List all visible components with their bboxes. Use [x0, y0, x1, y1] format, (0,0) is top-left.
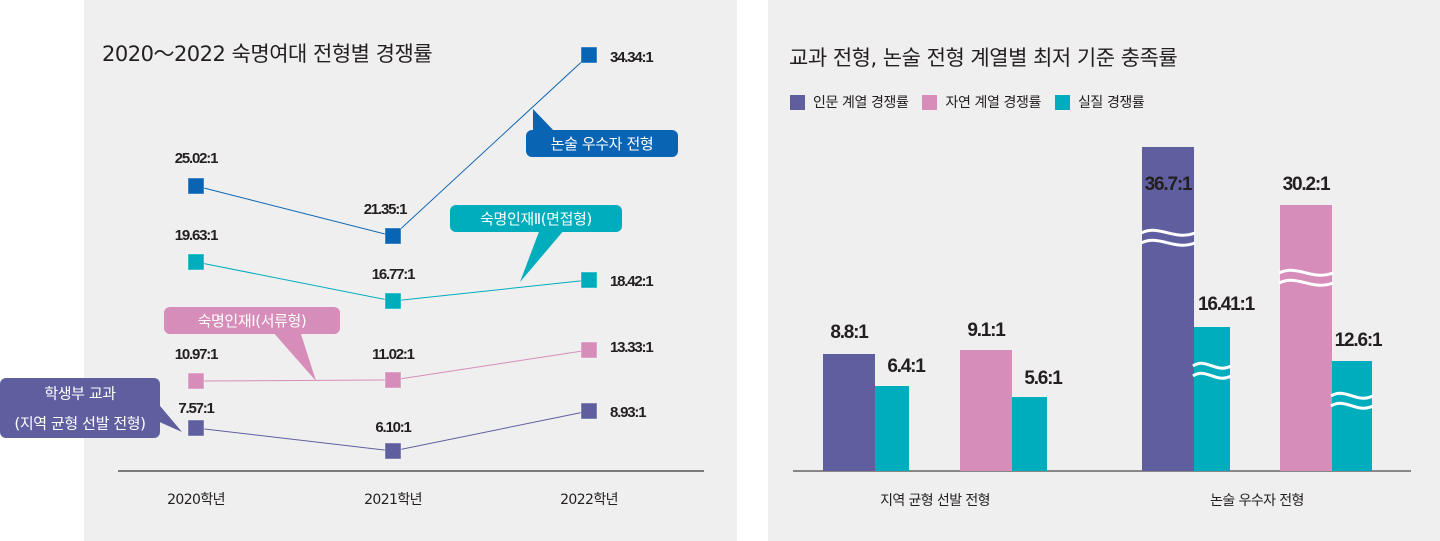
axis-break-mark: [1140, 228, 1196, 237]
callout-box: [450, 205, 622, 232]
legend-swatch-science: [922, 94, 938, 110]
axis-break-mark: [1192, 361, 1232, 370]
bar-value-label: 36.7:1: [1145, 174, 1193, 195]
bar: [875, 386, 909, 471]
data-point-marker: [384, 292, 402, 310]
axis-break-mark: [1278, 278, 1334, 287]
axis-break-mark: [1330, 391, 1374, 400]
bar-value-label: 8.8:1: [830, 322, 869, 343]
data-label: 16.77:1: [372, 266, 415, 283]
data-label: 13.33:1: [610, 339, 653, 356]
bar-value-label: 16.41:1: [1198, 294, 1256, 315]
bar-value-label: 30.2:1: [1283, 174, 1331, 195]
data-label: 18.42:1: [610, 273, 653, 290]
data-point-marker: [187, 372, 205, 390]
x-tick-label: 2020학년: [167, 492, 225, 508]
callout-box: [164, 307, 340, 334]
callout-text: 숙명인재Ⅰ(서류형): [198, 312, 307, 330]
legend-item-science: 자연 계열 경쟁률: [922, 92, 1041, 112]
data-label: 19.63:1: [175, 227, 218, 244]
axis-break-mark: [1278, 268, 1334, 277]
left-chart-panel: [84, 0, 737, 541]
legend-item-humanities: 인문 계열 경쟁률: [790, 92, 909, 112]
data-label: 11.02:1: [372, 346, 415, 363]
data-point-marker: [384, 227, 402, 245]
bar: [1012, 397, 1047, 471]
data-point-marker: [384, 442, 402, 460]
bar: [1332, 361, 1372, 471]
callout-text: 학생부 교과: [44, 385, 116, 403]
bar: [1194, 327, 1230, 471]
line-chart-title: 2020～2022 숙명여대 전형별 경쟁률: [102, 42, 433, 66]
callout-nonsul: 논술 우수자 전형: [526, 109, 678, 157]
bar-value-label: 12.6:1: [1335, 330, 1383, 351]
legend-label-actual: 실질 경쟁률: [1077, 95, 1145, 111]
data-point-marker: [580, 271, 598, 289]
bar: [823, 354, 875, 471]
data-point-marker: [187, 177, 205, 195]
data-point-marker: [580, 46, 598, 64]
bar-chart-title: 교과 전형, 논술 전형 계열별 최저 기준 충족률: [789, 46, 1178, 70]
data-label: 7.57:1: [178, 400, 214, 417]
callout-pointer: [520, 229, 565, 282]
x-tick-label: 2021학년: [364, 492, 422, 508]
data-point-marker: [580, 341, 598, 359]
data-label: 34.34:1: [610, 49, 653, 66]
bar: [1280, 205, 1332, 471]
callout-myeonjeop: 숙명인재Ⅱ(면접형): [450, 205, 622, 282]
legend-swatch-humanities: [790, 94, 805, 110]
x-category-label: 지역 균형 선발 전형: [880, 493, 990, 509]
bar-value-label: 6.4:1: [887, 356, 926, 377]
bar: [960, 350, 1012, 471]
callout-pointer: [533, 109, 555, 132]
axis-break-mark: [1330, 401, 1374, 410]
callout-box: [0, 378, 160, 438]
data-point-marker: [580, 402, 598, 420]
data-point-marker: [187, 253, 205, 271]
x-category-label: 논술 우수자 전형: [1210, 493, 1304, 509]
legend-item-actual: 실질 경쟁률: [1054, 92, 1145, 112]
callout-text: 논술 우수자 전형: [551, 135, 654, 153]
callout-pointer: [155, 400, 182, 432]
data-point-marker: [384, 371, 402, 389]
bar-value-label: 5.6:1: [1024, 368, 1063, 389]
callout-gyogwa: 학생부 교과 (지역 균형 선발 전형): [0, 378, 182, 438]
bar-chart-legend: 인문 계열 경쟁률 자연 계열 경쟁률 실질 경쟁률: [790, 92, 1158, 112]
data-label: 21.35:1: [364, 201, 407, 218]
data-point-marker: [187, 419, 205, 437]
bar-value-label: 9.1:1: [967, 320, 1006, 341]
callout-box: [526, 130, 678, 157]
legend-label-science: 자연 계열 경쟁률: [945, 95, 1041, 111]
data-label: 8.93:1: [610, 404, 646, 421]
data-label: 25.02:1: [175, 150, 218, 167]
data-label: 6.10:1: [375, 419, 411, 436]
callout-seoryu: 숙명인재Ⅰ(서류형): [164, 307, 340, 381]
bar: [1142, 147, 1194, 471]
axis-break-mark: [1192, 371, 1232, 380]
callout-pointer: [272, 331, 316, 381]
x-tick-label: 2022학년: [560, 492, 618, 508]
legend-swatch-actual: [1054, 94, 1070, 110]
legend-label-humanities: 인문 계열 경쟁률: [813, 95, 909, 111]
callout-text: (지역 균형 선발 전형): [14, 415, 145, 433]
data-label: 10.97:1: [175, 346, 218, 363]
callout-text: 숙명인재Ⅱ(면접형): [480, 210, 592, 228]
axis-break-mark: [1140, 238, 1196, 247]
